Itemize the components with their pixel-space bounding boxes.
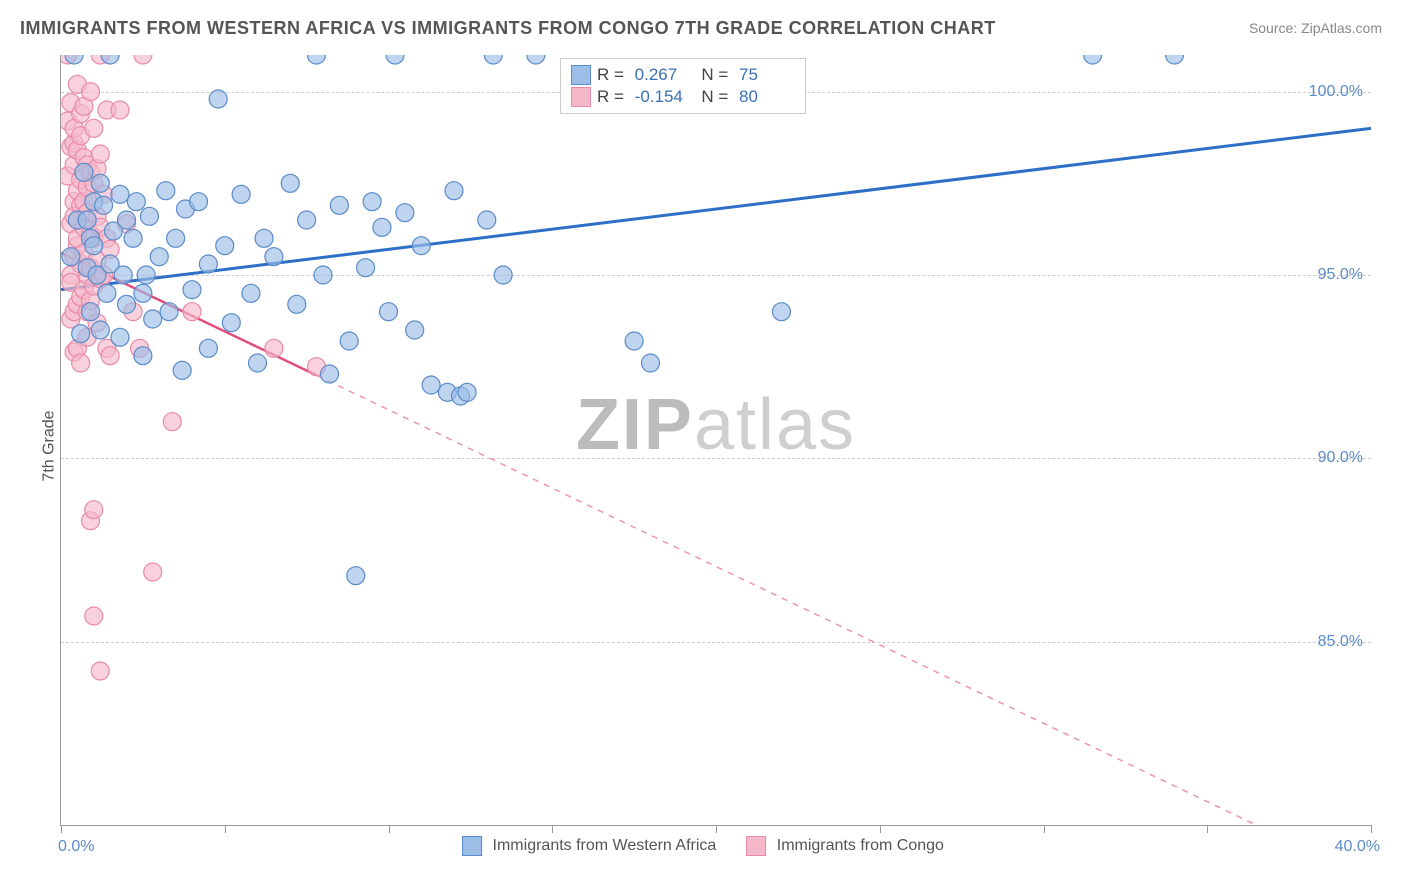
stats-legend: R = 0.267 N = 75 R = -0.154 N = 80 [560,58,806,114]
x-tick [552,825,553,833]
source-label: Source: ZipAtlas.com [1249,20,1382,36]
legend-item-1: Immigrants from Western Africa [462,836,716,856]
stats-row-series-1: R = 0.267 N = 75 [571,65,795,85]
x-axis-start-label: 0.0% [58,838,94,856]
swatch-series-1-bottom [462,836,482,856]
plot-area: ZIPatlas 85.0%90.0%95.0%100.0% [60,55,1371,826]
stats-row-series-2: R = -0.154 N = 80 [571,87,795,107]
x-axis-end-label: 40.0% [1335,838,1380,856]
y-axis-label: 7th Grade [41,410,59,481]
x-tick [61,825,62,833]
x-tick [880,825,881,833]
swatch-series-2 [571,87,591,107]
swatch-series-2-bottom [746,836,766,856]
x-tick [225,825,226,833]
chart-title: IMMIGRANTS FROM WESTERN AFRICA VS IMMIGR… [20,18,996,39]
chart-canvas [61,55,1371,825]
legend-item-2: Immigrants from Congo [746,836,944,856]
x-tick [1044,825,1045,833]
x-tick [716,825,717,833]
x-tick [389,825,390,833]
x-tick [1207,825,1208,833]
bottom-legend: Immigrants from Western Africa Immigrant… [462,836,944,856]
swatch-series-1 [571,65,591,85]
x-tick [1371,825,1372,833]
